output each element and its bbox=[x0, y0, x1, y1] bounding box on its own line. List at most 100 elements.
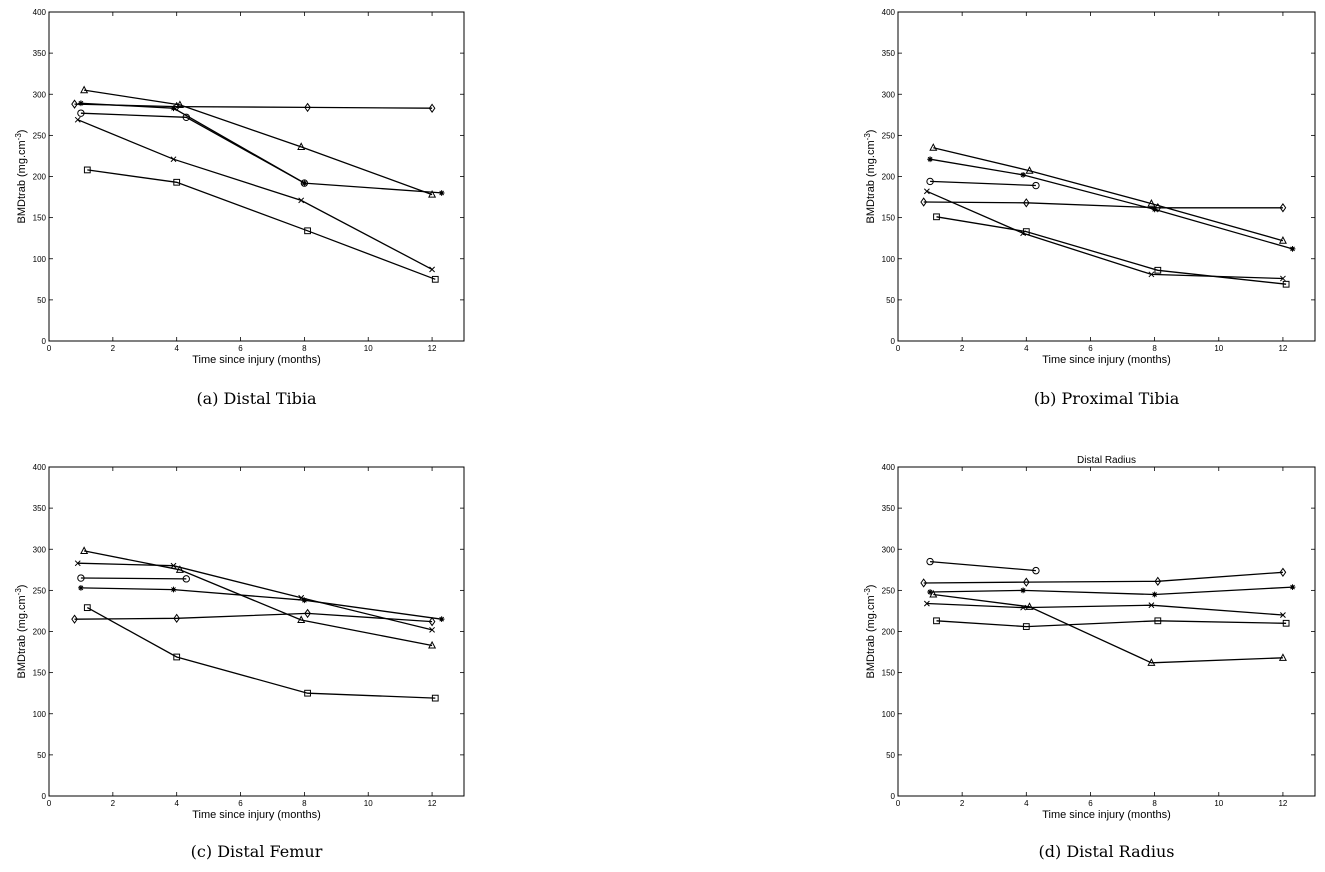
series-line bbox=[77, 562, 433, 631]
series-diamond bbox=[920, 197, 1287, 213]
triangle-data-point bbox=[80, 85, 89, 94]
circle-data-point bbox=[926, 177, 934, 186]
triangle-data-point bbox=[1278, 653, 1287, 661]
square-data-point bbox=[1022, 228, 1030, 235]
x-axis-label: Time since injury (months) bbox=[192, 809, 321, 821]
x-tick-label: 12 bbox=[1278, 344, 1287, 353]
x-axis-label: Time since injury (months) bbox=[192, 354, 321, 366]
series-line bbox=[930, 180, 1036, 187]
triangle-data-point bbox=[297, 142, 306, 150]
square-data-point bbox=[1022, 623, 1030, 630]
series-line bbox=[930, 560, 1036, 572]
triangle-data-point bbox=[297, 615, 306, 624]
x-axis-label: Time since injury (months) bbox=[1042, 354, 1171, 366]
x-tick-label: 10 bbox=[1214, 799, 1223, 808]
series-star bbox=[927, 156, 1296, 252]
series-circle bbox=[77, 109, 309, 187]
series-square bbox=[83, 604, 439, 702]
x-tick-label: 8 bbox=[302, 344, 307, 353]
y-tick-label: 300 bbox=[33, 545, 47, 554]
plot-frame bbox=[897, 466, 1316, 797]
x-tick-label: 2 bbox=[960, 344, 965, 353]
y-tick-label: 200 bbox=[882, 628, 896, 637]
triangle-data-point bbox=[175, 565, 184, 573]
series-line bbox=[74, 612, 433, 623]
series-square bbox=[933, 213, 1290, 288]
series-diamond bbox=[71, 608, 436, 627]
square-data-point bbox=[304, 689, 311, 697]
x-tick-label: 6 bbox=[1088, 799, 1093, 808]
x-data-point bbox=[923, 600, 930, 607]
x-data-point bbox=[429, 626, 435, 633]
y-axis-label: BMDtrab (mg.cm-3) bbox=[14, 585, 28, 679]
x-tick-label: 8 bbox=[1152, 344, 1157, 353]
x-data-point bbox=[1020, 604, 1027, 611]
x-tick-label: 0 bbox=[47, 344, 52, 353]
series-line bbox=[84, 89, 433, 196]
diamond-data-point bbox=[173, 613, 181, 624]
series-line bbox=[87, 169, 436, 280]
chart-panel-2: 0 50 100 150 200 250 300 350 400 0 2 4 6 8 10 12 Time si… bbox=[863, 8, 1316, 408]
y-tick-label: 350 bbox=[882, 504, 896, 513]
diamond-data-point bbox=[428, 103, 436, 113]
square-data-point bbox=[83, 166, 91, 174]
x-tick-label: 0 bbox=[896, 344, 901, 353]
series-square bbox=[933, 617, 1290, 630]
triangle-data-point bbox=[428, 640, 437, 649]
circle-data-point bbox=[77, 574, 85, 582]
x-tick-label: 4 bbox=[1024, 344, 1029, 353]
triangle-data-point bbox=[1025, 166, 1034, 174]
y-tick-label: 0 bbox=[891, 792, 896, 801]
x-tick-label: 6 bbox=[238, 799, 243, 808]
diamond-data-point bbox=[920, 197, 927, 207]
circle-data-point bbox=[182, 575, 190, 583]
series-line bbox=[926, 602, 1283, 616]
x-axis-label: Time since injury (months) bbox=[1042, 809, 1171, 821]
x-data-point bbox=[74, 116, 81, 123]
panel-caption: (d) Distal Radius bbox=[1039, 842, 1175, 861]
square-data-point bbox=[431, 275, 439, 283]
diamond-data-point bbox=[1154, 203, 1162, 213]
series-line bbox=[930, 586, 1293, 596]
y-tick-label: 300 bbox=[33, 90, 47, 99]
series-triangle bbox=[80, 85, 437, 198]
plot-frame bbox=[48, 11, 465, 342]
diamond-data-point bbox=[71, 99, 78, 109]
y-tick-label: 150 bbox=[882, 669, 896, 678]
square-data-point bbox=[304, 227, 311, 235]
y-tick-label: 100 bbox=[882, 710, 896, 719]
y-axis-label: BMDtrab (mg.cm-3) bbox=[863, 130, 877, 224]
y-tick-label: 250 bbox=[882, 586, 896, 595]
diamond-data-point bbox=[1279, 203, 1287, 213]
triangle-data-point bbox=[929, 143, 938, 151]
x-tick-label: 0 bbox=[47, 799, 52, 808]
series-line bbox=[933, 147, 1284, 242]
series-line bbox=[80, 577, 187, 580]
triangle-data-point bbox=[1147, 658, 1156, 666]
y-tick-label: 400 bbox=[33, 8, 47, 17]
series-diamond bbox=[920, 567, 1287, 588]
y-tick-label: 300 bbox=[882, 545, 896, 554]
x-tick-label: 0 bbox=[896, 799, 901, 808]
circle-data-point bbox=[77, 109, 85, 117]
x-tick-label: 10 bbox=[1214, 344, 1223, 353]
series-circle bbox=[77, 574, 190, 583]
y-tick-label: 0 bbox=[42, 792, 47, 801]
x-data-point bbox=[298, 197, 305, 204]
y-tick-label: 100 bbox=[882, 255, 896, 264]
x-tick-label: 6 bbox=[1088, 344, 1093, 353]
series-triangle bbox=[929, 143, 1287, 244]
series-line bbox=[936, 620, 1287, 628]
series-line bbox=[926, 190, 1283, 280]
y-axis-label: BMDtrab (mg.cm-3) bbox=[863, 585, 877, 679]
series-line bbox=[933, 593, 1283, 664]
x-data-point bbox=[1148, 602, 1155, 609]
series-circle bbox=[926, 557, 1040, 575]
panel-caption: (c) Distal Femur bbox=[191, 842, 323, 861]
square-data-point bbox=[173, 178, 181, 186]
series-x bbox=[923, 600, 1286, 618]
series-star bbox=[927, 584, 1296, 598]
x-data-point bbox=[74, 560, 81, 567]
y-tick-label: 50 bbox=[37, 296, 46, 305]
